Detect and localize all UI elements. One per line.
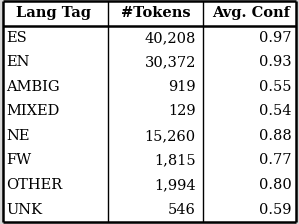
Text: 0.80: 0.80 xyxy=(259,178,292,192)
Text: 0.93: 0.93 xyxy=(259,55,292,69)
Text: EN: EN xyxy=(6,55,30,69)
Text: 0.97: 0.97 xyxy=(259,31,292,45)
Text: 1,994: 1,994 xyxy=(154,178,196,192)
Text: AMBIG: AMBIG xyxy=(6,80,60,94)
Text: MIXED: MIXED xyxy=(6,104,60,118)
Text: 0.59: 0.59 xyxy=(259,202,292,217)
Text: 0.77: 0.77 xyxy=(259,153,292,168)
Text: NE: NE xyxy=(6,129,30,143)
Text: 0.55: 0.55 xyxy=(259,80,292,94)
Text: 30,372: 30,372 xyxy=(144,55,196,69)
Text: OTHER: OTHER xyxy=(6,178,62,192)
Text: 15,260: 15,260 xyxy=(145,129,196,143)
Text: 0.54: 0.54 xyxy=(259,104,292,118)
Text: 1,815: 1,815 xyxy=(154,153,196,168)
Text: Lang Tag: Lang Tag xyxy=(16,6,91,20)
Text: 40,208: 40,208 xyxy=(144,31,196,45)
Text: 919: 919 xyxy=(168,80,196,94)
Text: ES: ES xyxy=(6,31,27,45)
Text: 0.88: 0.88 xyxy=(259,129,292,143)
Text: Avg. Conf: Avg. Conf xyxy=(212,6,290,20)
Text: UNK: UNK xyxy=(6,202,42,217)
Text: #Tokens: #Tokens xyxy=(121,6,190,20)
Text: FW: FW xyxy=(6,153,31,168)
Text: 546: 546 xyxy=(168,202,196,217)
Text: 129: 129 xyxy=(168,104,196,118)
